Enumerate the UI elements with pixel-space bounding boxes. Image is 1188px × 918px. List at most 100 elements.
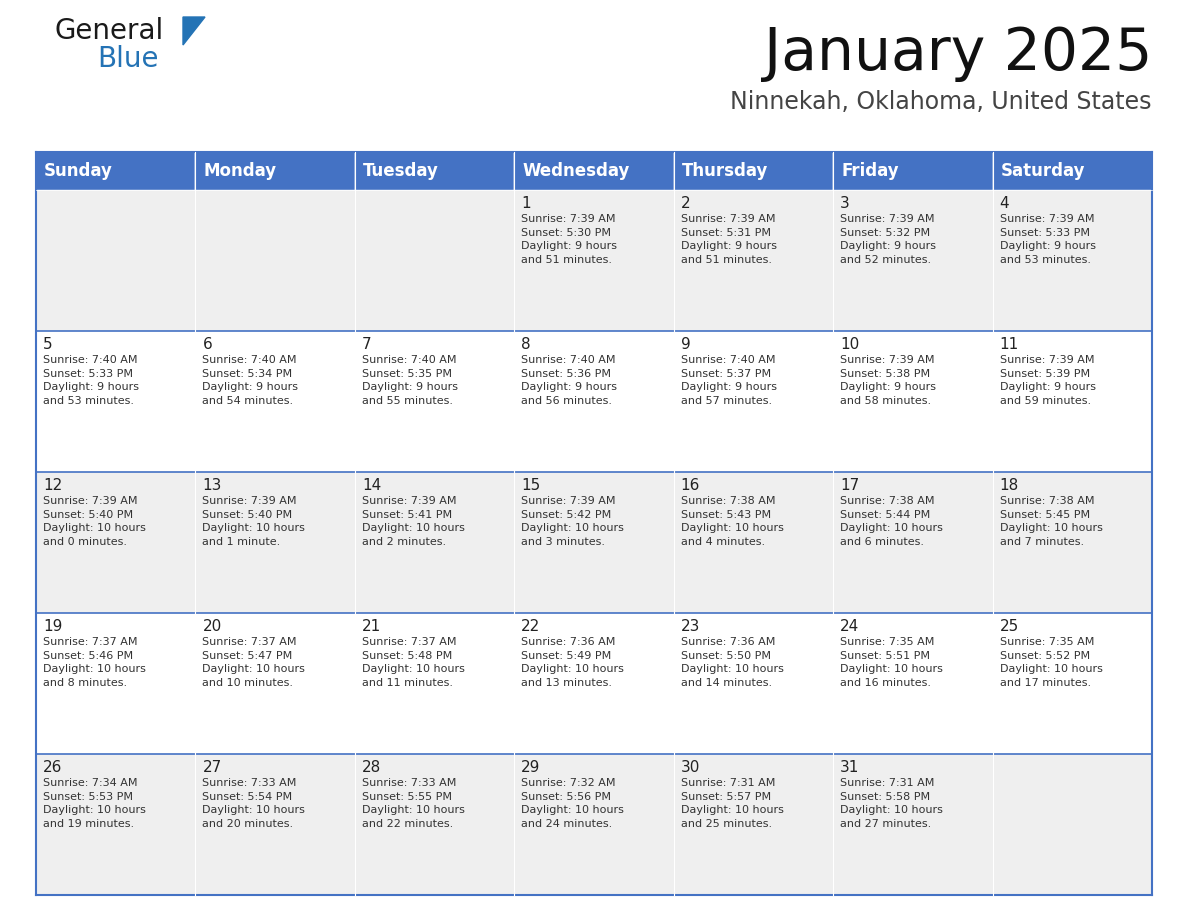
- Text: 10: 10: [840, 337, 859, 352]
- Bar: [674, 331, 833, 472]
- Text: General: General: [55, 17, 164, 45]
- Text: 7: 7: [362, 337, 372, 352]
- Text: 17: 17: [840, 478, 859, 493]
- Text: 12: 12: [43, 478, 62, 493]
- Text: 1: 1: [522, 196, 531, 211]
- Text: 24: 24: [840, 619, 859, 634]
- Bar: [674, 613, 833, 754]
- Text: Sunrise: 7:39 AM
Sunset: 5:33 PM
Daylight: 9 hours
and 53 minutes.: Sunrise: 7:39 AM Sunset: 5:33 PM Dayligh…: [999, 214, 1095, 264]
- Bar: [355, 472, 514, 613]
- Bar: [992, 331, 1152, 472]
- Bar: [514, 152, 674, 190]
- Text: Friday: Friday: [841, 162, 899, 180]
- Text: Blue: Blue: [97, 45, 158, 73]
- Text: Sunrise: 7:39 AM
Sunset: 5:40 PM
Daylight: 10 hours
and 1 minute.: Sunrise: 7:39 AM Sunset: 5:40 PM Dayligh…: [202, 496, 305, 547]
- Bar: [674, 152, 833, 190]
- Text: Sunrise: 7:36 AM
Sunset: 5:49 PM
Daylight: 10 hours
and 13 minutes.: Sunrise: 7:36 AM Sunset: 5:49 PM Dayligh…: [522, 637, 624, 688]
- Bar: [355, 190, 514, 331]
- Text: Sunrise: 7:40 AM
Sunset: 5:35 PM
Daylight: 9 hours
and 55 minutes.: Sunrise: 7:40 AM Sunset: 5:35 PM Dayligh…: [362, 355, 457, 406]
- Bar: [355, 152, 514, 190]
- Text: Sunrise: 7:31 AM
Sunset: 5:57 PM
Daylight: 10 hours
and 25 minutes.: Sunrise: 7:31 AM Sunset: 5:57 PM Dayligh…: [681, 778, 784, 829]
- Text: Sunrise: 7:37 AM
Sunset: 5:46 PM
Daylight: 10 hours
and 8 minutes.: Sunrise: 7:37 AM Sunset: 5:46 PM Dayligh…: [43, 637, 146, 688]
- Text: Sunrise: 7:39 AM
Sunset: 5:32 PM
Daylight: 9 hours
and 52 minutes.: Sunrise: 7:39 AM Sunset: 5:32 PM Dayligh…: [840, 214, 936, 264]
- Text: Sunrise: 7:35 AM
Sunset: 5:52 PM
Daylight: 10 hours
and 17 minutes.: Sunrise: 7:35 AM Sunset: 5:52 PM Dayligh…: [999, 637, 1102, 688]
- Text: Sunrise: 7:37 AM
Sunset: 5:48 PM
Daylight: 10 hours
and 11 minutes.: Sunrise: 7:37 AM Sunset: 5:48 PM Dayligh…: [362, 637, 465, 688]
- Text: 28: 28: [362, 760, 381, 775]
- Text: 29: 29: [522, 760, 541, 775]
- Bar: [833, 190, 992, 331]
- Bar: [514, 472, 674, 613]
- Text: Sunrise: 7:33 AM
Sunset: 5:54 PM
Daylight: 10 hours
and 20 minutes.: Sunrise: 7:33 AM Sunset: 5:54 PM Dayligh…: [202, 778, 305, 829]
- Bar: [992, 754, 1152, 895]
- Text: Sunrise: 7:34 AM
Sunset: 5:53 PM
Daylight: 10 hours
and 19 minutes.: Sunrise: 7:34 AM Sunset: 5:53 PM Dayligh…: [43, 778, 146, 829]
- Text: 20: 20: [202, 619, 222, 634]
- Text: 8: 8: [522, 337, 531, 352]
- Bar: [355, 613, 514, 754]
- Bar: [196, 152, 355, 190]
- Bar: [355, 331, 514, 472]
- Text: 14: 14: [362, 478, 381, 493]
- Text: Sunrise: 7:37 AM
Sunset: 5:47 PM
Daylight: 10 hours
and 10 minutes.: Sunrise: 7:37 AM Sunset: 5:47 PM Dayligh…: [202, 637, 305, 688]
- Bar: [992, 190, 1152, 331]
- Text: 4: 4: [999, 196, 1009, 211]
- Text: January 2025: January 2025: [764, 25, 1152, 82]
- Bar: [992, 152, 1152, 190]
- Bar: [196, 754, 355, 895]
- Text: Sunrise: 7:39 AM
Sunset: 5:40 PM
Daylight: 10 hours
and 0 minutes.: Sunrise: 7:39 AM Sunset: 5:40 PM Dayligh…: [43, 496, 146, 547]
- Text: 27: 27: [202, 760, 222, 775]
- Bar: [674, 190, 833, 331]
- Text: Sunrise: 7:40 AM
Sunset: 5:33 PM
Daylight: 9 hours
and 53 minutes.: Sunrise: 7:40 AM Sunset: 5:33 PM Dayligh…: [43, 355, 139, 406]
- Text: Sunrise: 7:33 AM
Sunset: 5:55 PM
Daylight: 10 hours
and 22 minutes.: Sunrise: 7:33 AM Sunset: 5:55 PM Dayligh…: [362, 778, 465, 829]
- Text: Sunrise: 7:38 AM
Sunset: 5:43 PM
Daylight: 10 hours
and 4 minutes.: Sunrise: 7:38 AM Sunset: 5:43 PM Dayligh…: [681, 496, 784, 547]
- Text: 30: 30: [681, 760, 700, 775]
- Bar: [674, 472, 833, 613]
- Text: Sunrise: 7:40 AM
Sunset: 5:37 PM
Daylight: 9 hours
and 57 minutes.: Sunrise: 7:40 AM Sunset: 5:37 PM Dayligh…: [681, 355, 777, 406]
- Bar: [833, 152, 992, 190]
- Text: 15: 15: [522, 478, 541, 493]
- Text: Tuesday: Tuesday: [362, 162, 438, 180]
- Bar: [36, 152, 196, 190]
- Bar: [514, 331, 674, 472]
- Text: Sunrise: 7:39 AM
Sunset: 5:42 PM
Daylight: 10 hours
and 3 minutes.: Sunrise: 7:39 AM Sunset: 5:42 PM Dayligh…: [522, 496, 624, 547]
- Text: 18: 18: [999, 478, 1019, 493]
- Bar: [514, 190, 674, 331]
- Bar: [833, 613, 992, 754]
- Text: 11: 11: [999, 337, 1019, 352]
- Bar: [833, 472, 992, 613]
- Text: 22: 22: [522, 619, 541, 634]
- Text: Thursday: Thursday: [682, 162, 769, 180]
- Text: Sunrise: 7:39 AM
Sunset: 5:30 PM
Daylight: 9 hours
and 51 minutes.: Sunrise: 7:39 AM Sunset: 5:30 PM Dayligh…: [522, 214, 618, 264]
- Bar: [196, 190, 355, 331]
- Text: 23: 23: [681, 619, 700, 634]
- Polygon shape: [183, 17, 206, 45]
- Text: Sunrise: 7:32 AM
Sunset: 5:56 PM
Daylight: 10 hours
and 24 minutes.: Sunrise: 7:32 AM Sunset: 5:56 PM Dayligh…: [522, 778, 624, 829]
- Text: Sunrise: 7:39 AM
Sunset: 5:41 PM
Daylight: 10 hours
and 2 minutes.: Sunrise: 7:39 AM Sunset: 5:41 PM Dayligh…: [362, 496, 465, 547]
- Bar: [992, 472, 1152, 613]
- Text: Sunrise: 7:40 AM
Sunset: 5:34 PM
Daylight: 9 hours
and 54 minutes.: Sunrise: 7:40 AM Sunset: 5:34 PM Dayligh…: [202, 355, 298, 406]
- Text: Sunrise: 7:31 AM
Sunset: 5:58 PM
Daylight: 10 hours
and 27 minutes.: Sunrise: 7:31 AM Sunset: 5:58 PM Dayligh…: [840, 778, 943, 829]
- Bar: [514, 754, 674, 895]
- Text: Sunrise: 7:39 AM
Sunset: 5:31 PM
Daylight: 9 hours
and 51 minutes.: Sunrise: 7:39 AM Sunset: 5:31 PM Dayligh…: [681, 214, 777, 264]
- Text: 21: 21: [362, 619, 381, 634]
- Bar: [36, 754, 196, 895]
- Text: Wednesday: Wednesday: [523, 162, 630, 180]
- Text: 19: 19: [43, 619, 63, 634]
- Text: 3: 3: [840, 196, 849, 211]
- Bar: [833, 331, 992, 472]
- Bar: [36, 472, 196, 613]
- Bar: [196, 331, 355, 472]
- Bar: [36, 331, 196, 472]
- Text: Sunrise: 7:38 AM
Sunset: 5:45 PM
Daylight: 10 hours
and 7 minutes.: Sunrise: 7:38 AM Sunset: 5:45 PM Dayligh…: [999, 496, 1102, 547]
- Text: Sunrise: 7:35 AM
Sunset: 5:51 PM
Daylight: 10 hours
and 16 minutes.: Sunrise: 7:35 AM Sunset: 5:51 PM Dayligh…: [840, 637, 943, 688]
- Bar: [196, 613, 355, 754]
- Text: 9: 9: [681, 337, 690, 352]
- Text: Sunrise: 7:39 AM
Sunset: 5:38 PM
Daylight: 9 hours
and 58 minutes.: Sunrise: 7:39 AM Sunset: 5:38 PM Dayligh…: [840, 355, 936, 406]
- Text: 25: 25: [999, 619, 1019, 634]
- Bar: [355, 754, 514, 895]
- Bar: [196, 472, 355, 613]
- Text: 6: 6: [202, 337, 213, 352]
- Bar: [36, 190, 196, 331]
- Text: 13: 13: [202, 478, 222, 493]
- Text: 16: 16: [681, 478, 700, 493]
- Text: Monday: Monday: [203, 162, 277, 180]
